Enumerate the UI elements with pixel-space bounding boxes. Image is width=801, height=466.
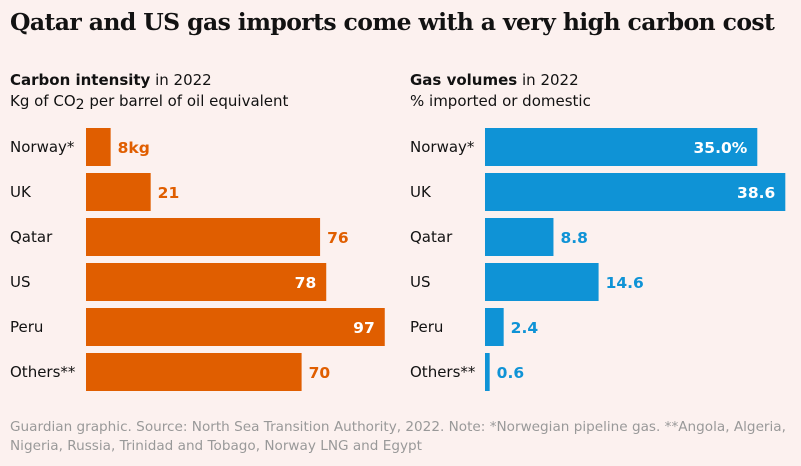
bar [485, 128, 758, 166]
right-title-bold: Gas volumes [410, 71, 518, 89]
category-label: Peru [410, 318, 443, 336]
data-label: 8kg [118, 139, 150, 157]
data-label: 14.6 [606, 274, 644, 292]
category-label: Others** [10, 363, 76, 381]
bar [86, 308, 385, 346]
bar [485, 263, 599, 301]
bar [485, 353, 490, 391]
data-label: 70 [309, 364, 331, 382]
bar [86, 353, 302, 391]
right-subtitle: % imported or domestic [410, 92, 591, 110]
data-label: 35.0% [694, 139, 748, 157]
right-title-rest: in 2022 [517, 71, 579, 89]
data-label: 78 [295, 274, 317, 292]
category-label: Qatar [410, 228, 453, 246]
category-label: UK [410, 183, 432, 201]
footnote: Guardian graphic. Source: North Sea Tran… [10, 419, 786, 454]
data-label: 2.4 [511, 319, 539, 337]
bar [86, 218, 321, 256]
bar [485, 218, 554, 256]
category-label: US [410, 273, 431, 291]
category-label: Peru [10, 318, 43, 336]
bar [485, 173, 786, 211]
data-label: 38.6 [737, 184, 775, 202]
category-label: Norway* [410, 138, 475, 156]
category-label: Norway* [10, 138, 75, 156]
left-title-bold: Carbon intensity [10, 71, 151, 89]
left-subtitle-post: per barrel of oil equivalent [84, 92, 289, 110]
category-label: Qatar [10, 228, 53, 246]
bar [86, 263, 327, 301]
right-chart-heading: Gas volumes in 2022 % imported or domesti… [410, 70, 591, 112]
left-subtitle: Kg of CO [10, 92, 76, 110]
category-label: Others** [410, 363, 476, 381]
data-label: 0.6 [497, 364, 524, 382]
data-label: 97 [353, 319, 375, 337]
bar [86, 128, 111, 166]
left-subtitle-sub: 2 [75, 97, 85, 113]
left-title-rest: in 2022 [150, 71, 212, 89]
bar [485, 308, 504, 346]
bar [86, 173, 151, 211]
chart-title: Qatar and US gas imports come with a ver… [10, 8, 775, 36]
data-label: 21 [158, 184, 180, 202]
data-label: 76 [327, 229, 349, 247]
category-label: US [10, 273, 31, 291]
left-chart-heading: Carbon intensity in 2022 Kg of CO2 per ba… [10, 70, 288, 116]
category-label: UK [10, 183, 32, 201]
data-label: 8.8 [560, 229, 587, 247]
